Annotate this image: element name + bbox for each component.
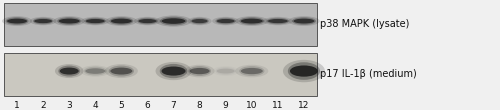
Ellipse shape [288, 16, 320, 26]
Ellipse shape [80, 65, 110, 77]
Text: 8: 8 [197, 101, 202, 110]
Ellipse shape [188, 17, 212, 25]
Ellipse shape [236, 16, 268, 26]
Ellipse shape [81, 17, 110, 25]
Ellipse shape [216, 69, 234, 73]
Ellipse shape [58, 66, 80, 77]
Ellipse shape [55, 64, 84, 78]
Ellipse shape [294, 19, 314, 24]
Ellipse shape [2, 16, 32, 26]
Ellipse shape [84, 67, 107, 75]
Ellipse shape [216, 18, 236, 24]
Ellipse shape [239, 66, 264, 76]
Ellipse shape [110, 68, 132, 75]
Ellipse shape [290, 65, 318, 77]
Ellipse shape [188, 66, 211, 76]
Ellipse shape [30, 17, 56, 25]
Ellipse shape [86, 68, 105, 74]
Ellipse shape [190, 68, 210, 74]
Ellipse shape [266, 18, 289, 24]
Ellipse shape [111, 19, 132, 24]
Ellipse shape [241, 68, 263, 74]
Text: 6: 6 [144, 101, 150, 110]
Ellipse shape [33, 18, 54, 24]
Text: p38 MAPK (lysate): p38 MAPK (lysate) [320, 19, 410, 29]
Ellipse shape [134, 17, 161, 25]
Ellipse shape [162, 18, 186, 24]
Ellipse shape [192, 19, 208, 23]
Ellipse shape [241, 19, 263, 24]
Ellipse shape [292, 17, 316, 25]
Ellipse shape [54, 16, 85, 26]
Text: 7: 7 [170, 101, 176, 110]
Ellipse shape [34, 19, 52, 23]
Ellipse shape [288, 62, 320, 80]
Ellipse shape [156, 62, 192, 80]
Ellipse shape [160, 64, 188, 78]
Ellipse shape [162, 67, 186, 76]
Ellipse shape [283, 60, 325, 82]
Text: 3: 3 [66, 101, 72, 110]
Ellipse shape [236, 65, 268, 77]
Ellipse shape [108, 66, 134, 77]
Ellipse shape [268, 19, 288, 23]
Ellipse shape [106, 16, 137, 26]
Ellipse shape [105, 64, 138, 78]
Text: 12: 12 [298, 101, 310, 110]
Ellipse shape [184, 65, 214, 77]
Text: 10: 10 [246, 101, 258, 110]
Ellipse shape [263, 17, 293, 25]
Ellipse shape [239, 17, 264, 25]
Ellipse shape [137, 18, 158, 24]
Ellipse shape [156, 16, 192, 27]
Ellipse shape [6, 17, 28, 25]
Text: p17 IL-1β (medium): p17 IL-1β (medium) [320, 69, 417, 79]
Ellipse shape [190, 18, 209, 24]
Ellipse shape [57, 17, 82, 25]
Text: 2: 2 [40, 101, 46, 110]
Text: 9: 9 [223, 101, 228, 110]
Text: 11: 11 [272, 101, 283, 110]
FancyBboxPatch shape [4, 53, 317, 96]
Ellipse shape [60, 68, 78, 75]
Text: 5: 5 [118, 101, 124, 110]
Text: 4: 4 [92, 101, 98, 110]
FancyBboxPatch shape [4, 3, 317, 46]
Ellipse shape [7, 19, 27, 24]
Ellipse shape [84, 18, 106, 24]
Ellipse shape [212, 17, 239, 25]
Ellipse shape [160, 17, 188, 25]
Ellipse shape [110, 17, 134, 25]
Ellipse shape [86, 19, 105, 23]
Ellipse shape [216, 19, 234, 23]
Text: 1: 1 [14, 101, 20, 110]
Ellipse shape [58, 19, 80, 24]
Ellipse shape [138, 19, 156, 23]
